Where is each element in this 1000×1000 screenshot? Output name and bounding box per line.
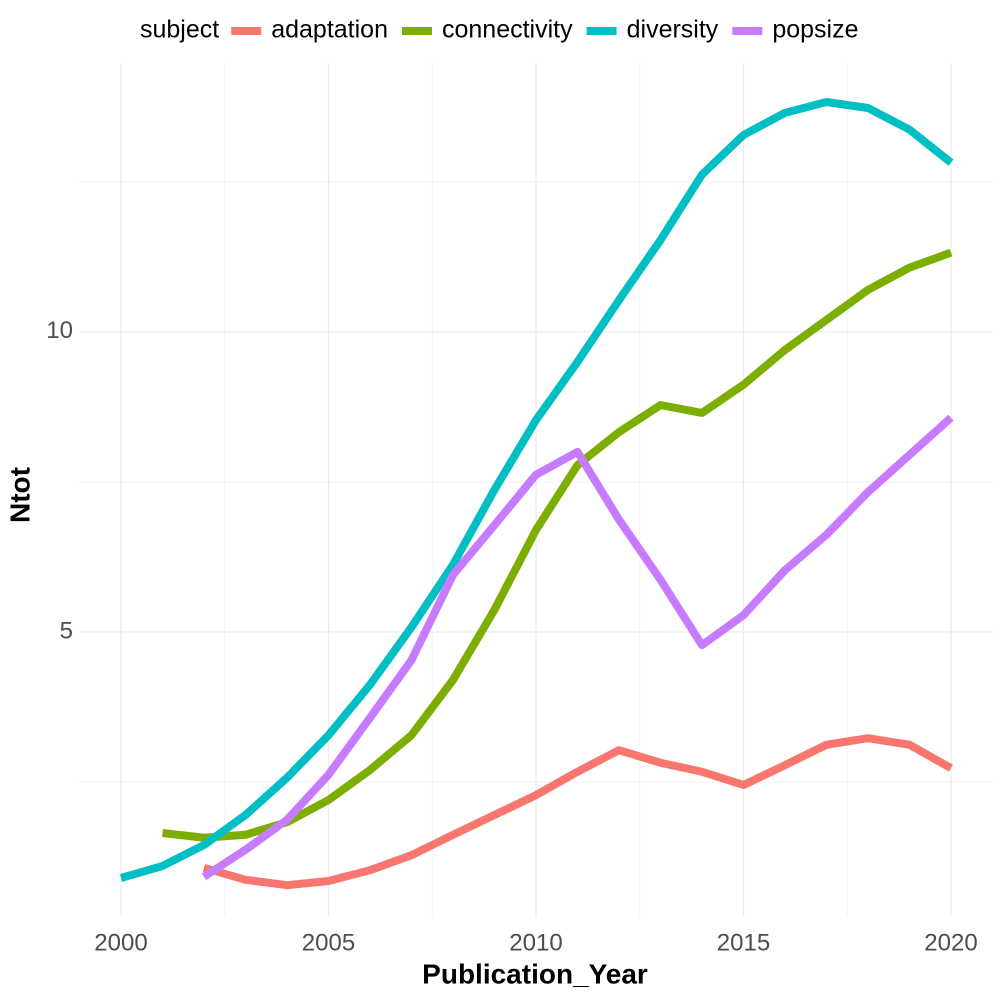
grid (79, 63, 993, 917)
x-tick-label: 2005 (302, 929, 355, 956)
y-axis-title: Ntot (4, 467, 35, 523)
legend-title: subject (140, 16, 219, 44)
legend-label: diversity (627, 16, 719, 44)
series-line (119, 98, 954, 882)
legend-label: connectivity (442, 16, 573, 44)
x-tick-label: 2010 (509, 929, 562, 956)
x-axis-title: Publication_Year (422, 958, 648, 989)
legend-label: popsize (772, 16, 858, 44)
x-tick-label: 2015 (717, 929, 770, 956)
y-tick-label: 5 (60, 617, 73, 644)
series-line (201, 414, 954, 881)
legend-label: adaptation (271, 16, 388, 44)
series-line (202, 734, 953, 890)
x-tick-label: 2020 (924, 929, 977, 956)
x-tick-label: 2000 (94, 929, 147, 956)
series-line (162, 248, 953, 842)
y-tick-label: 10 (46, 317, 73, 344)
lines (119, 98, 954, 890)
